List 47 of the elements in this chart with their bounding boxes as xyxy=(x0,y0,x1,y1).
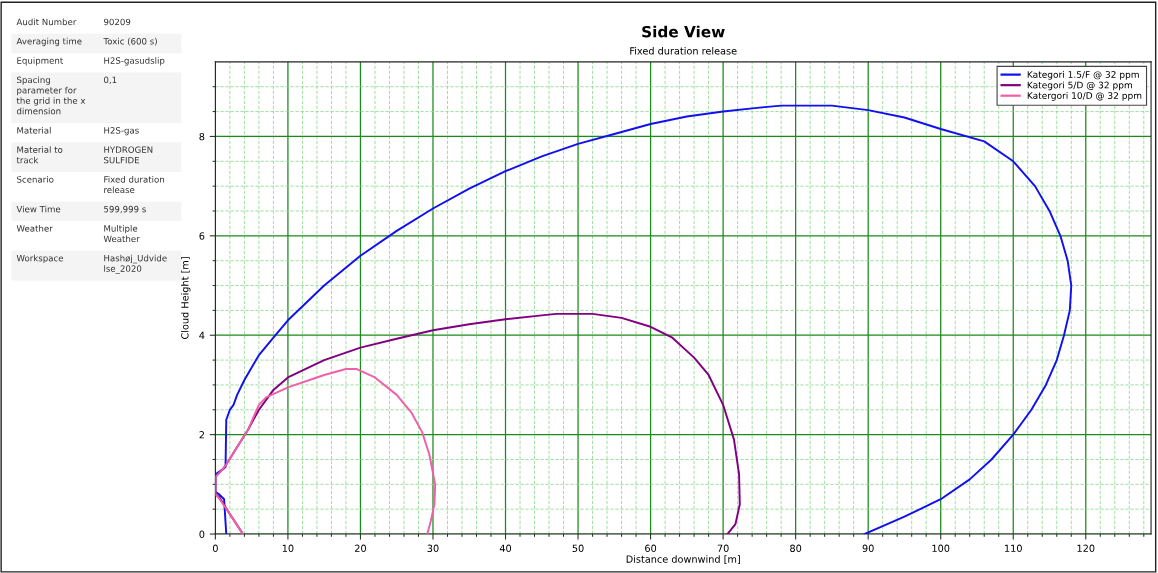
text: Workspace xyxy=(16,254,64,264)
x-tick-label: 100 xyxy=(932,544,950,552)
text: 90209 xyxy=(104,18,131,26)
text: HYDROGEN SULFIDE xyxy=(104,146,153,164)
y-tick-label: 6 xyxy=(199,232,205,240)
text: Multiple Weather xyxy=(103,225,140,243)
x-tick-label: 50 xyxy=(572,544,584,552)
x-tick-label: 30 xyxy=(427,544,439,552)
text: Averaging time xyxy=(16,37,82,47)
text: Fixed duration release xyxy=(104,176,165,194)
text: Toxic (600 s) xyxy=(103,37,157,46)
x-tick-label: 40 xyxy=(499,544,512,552)
text: 599,999 s xyxy=(104,205,146,214)
text: Material to track xyxy=(16,146,63,164)
text: Spacing parameter for the grid in the x dimension xyxy=(16,76,86,115)
text: Audit Number xyxy=(16,18,77,26)
x-tick-label: 10 xyxy=(282,544,294,552)
y-tick-label: 2 xyxy=(199,431,204,439)
text: 0,1 xyxy=(104,76,117,84)
legend-label: Kategori 5/D @ 32 ppm xyxy=(1027,81,1132,91)
text: Equipment xyxy=(17,57,64,66)
chart-subtitle: Fixed duration release xyxy=(630,47,737,55)
x-tick-label: 20 xyxy=(354,544,366,552)
y-tick-label: 8 xyxy=(199,132,205,141)
text: Material xyxy=(17,126,51,134)
y-axis-title: Cloud Height [m] xyxy=(181,257,191,339)
x-axis-title: Distance downwind [m] xyxy=(626,555,740,564)
text: View Time xyxy=(16,205,61,213)
x-tick-label: 90 xyxy=(862,544,874,552)
text: Weather xyxy=(16,225,53,232)
text: Hashøj_Udvidelse_2020 xyxy=(104,254,167,274)
line-series xyxy=(215,368,437,535)
x-tick-label: 70 xyxy=(717,544,729,552)
legend-label: Katergori 10/D @ 32 ppm xyxy=(1027,92,1142,101)
x-tick-label: 110 xyxy=(1005,544,1022,552)
text: H2S-gasudslip xyxy=(104,57,165,66)
line-series xyxy=(215,104,1073,535)
chart-title: Side View xyxy=(642,25,725,38)
text: H2S-gas xyxy=(104,127,139,136)
legend-label: Kategori 1.5/F @ 32 ppm xyxy=(1027,70,1139,80)
x-tick-label: 80 xyxy=(790,544,802,552)
x-tick-label: 120 xyxy=(1077,544,1095,552)
y-tick-label: 4 xyxy=(199,331,205,339)
text: Scenario xyxy=(17,176,54,183)
y-tick-label: 0 xyxy=(199,530,205,538)
x-tick-label: 60 xyxy=(645,544,657,552)
x-tick-label: 0 xyxy=(212,544,218,552)
